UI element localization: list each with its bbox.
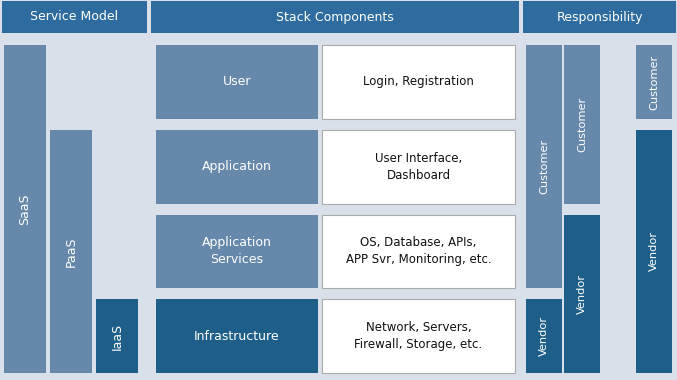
Bar (4, 45, 46, 373)
Bar (322, 130, 515, 204)
Bar (96, 299, 138, 373)
Bar (156, 45, 318, 119)
Text: Responsibility: Responsibility (556, 11, 642, 24)
Text: Vendor: Vendor (577, 274, 587, 314)
Bar (156, 214, 318, 288)
Bar (156, 130, 318, 204)
Bar (2, 1, 147, 33)
Text: Customer: Customer (539, 139, 549, 194)
Bar (526, 299, 562, 373)
Bar (151, 1, 519, 33)
Text: Infrastructure: Infrastructure (194, 329, 280, 343)
Text: User: User (223, 75, 251, 89)
Text: Vendor: Vendor (649, 231, 659, 271)
Bar (636, 130, 672, 373)
Text: Application
Services: Application Services (202, 236, 272, 266)
Bar (526, 45, 562, 288)
Text: User Interface,
Dashboard: User Interface, Dashboard (375, 152, 462, 182)
Bar (50, 130, 92, 373)
Text: Customer: Customer (649, 54, 659, 109)
Text: Network, Servers,
Firewall, Storage, etc.: Network, Servers, Firewall, Storage, etc… (355, 321, 483, 351)
Text: SaaS: SaaS (18, 193, 32, 225)
Text: Customer: Customer (577, 97, 587, 152)
Bar (156, 299, 318, 373)
Bar (322, 45, 515, 119)
Text: IaaS: IaaS (110, 323, 123, 350)
Bar (322, 214, 515, 288)
Text: Service Model: Service Model (30, 11, 118, 24)
Bar (523, 1, 676, 33)
Bar (564, 214, 600, 373)
Bar (636, 45, 672, 119)
Text: PaaS: PaaS (64, 236, 77, 267)
Text: Login, Registration: Login, Registration (363, 75, 474, 89)
Bar (322, 299, 515, 373)
Text: OS, Database, APIs,
APP Svr, Monitoring, etc.: OS, Database, APIs, APP Svr, Monitoring,… (346, 236, 492, 266)
Text: Stack Components: Stack Components (276, 11, 394, 24)
Bar (564, 45, 600, 204)
Text: Vendor: Vendor (539, 316, 549, 356)
Text: Application: Application (202, 160, 272, 173)
